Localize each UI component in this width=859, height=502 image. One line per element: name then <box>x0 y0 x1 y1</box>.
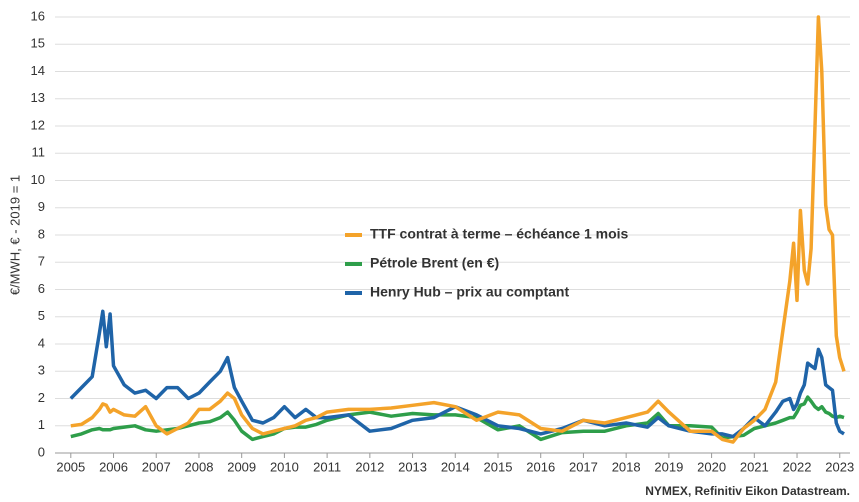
y-tick-label: 5 <box>38 308 45 323</box>
y-tick-label: 9 <box>38 199 45 214</box>
y-tick-label: 1 <box>38 417 45 432</box>
x-tick-label: 2011 <box>313 459 341 474</box>
y-tick-label: 11 <box>32 145 46 160</box>
x-tick-label: 2007 <box>142 459 171 474</box>
x-tick-label: 2008 <box>185 459 214 474</box>
x-tick-label: 2019 <box>654 459 683 474</box>
x-tick-label: 2021 <box>740 459 769 474</box>
y-tick-label: 15 <box>31 36 45 51</box>
legend-label: TTF contrat à terme – échéance 1 mois <box>370 226 629 242</box>
x-tick-label: 2014 <box>441 459 470 474</box>
y-tick-label: 14 <box>31 63 45 78</box>
y-tick-label: 16 <box>31 8 45 23</box>
x-tick-label: 2012 <box>355 459 384 474</box>
series-line <box>70 395 845 442</box>
y-tick-label: 3 <box>38 363 45 378</box>
y-tick-label: 12 <box>31 117 45 132</box>
y-axis-label: €/MWH, € - 2019 = 1 <box>7 175 22 295</box>
x-tick-label: 2015 <box>484 459 513 474</box>
y-tick-label: 2 <box>38 390 45 405</box>
x-tick-label: 2018 <box>612 459 641 474</box>
y-tick-label: 7 <box>38 254 45 269</box>
x-tick-label: 2005 <box>56 459 85 474</box>
series-line <box>69 309 845 439</box>
x-tick-label: 2009 <box>227 459 256 474</box>
x-tick-label: 2016 <box>526 459 555 474</box>
series-line <box>70 15 846 444</box>
y-tick-label: 6 <box>38 281 45 296</box>
y-tick-label: 13 <box>31 90 45 105</box>
source: NYMEX, Refinitiv Eikon Datastream. <box>645 484 850 498</box>
x-tick-label: 2023 <box>825 459 854 474</box>
legend-label: Pétrole Brent (en €) <box>370 255 499 271</box>
y-tick-label: 8 <box>38 226 45 241</box>
x-tick-label: 2017 <box>569 459 598 474</box>
x-tick-label: 2013 <box>398 459 427 474</box>
y-tick-label: 0 <box>38 444 45 459</box>
x-tick-label: 2022 <box>783 459 812 474</box>
x-tick-label: 2020 <box>697 459 726 474</box>
legend-label: Henry Hub – prix au comptant <box>370 284 569 300</box>
y-tick-label: 4 <box>38 335 45 350</box>
x-tick-label: 2010 <box>270 459 299 474</box>
x-tick-label: 2006 <box>99 459 128 474</box>
y-tick-label: 10 <box>31 172 45 187</box>
